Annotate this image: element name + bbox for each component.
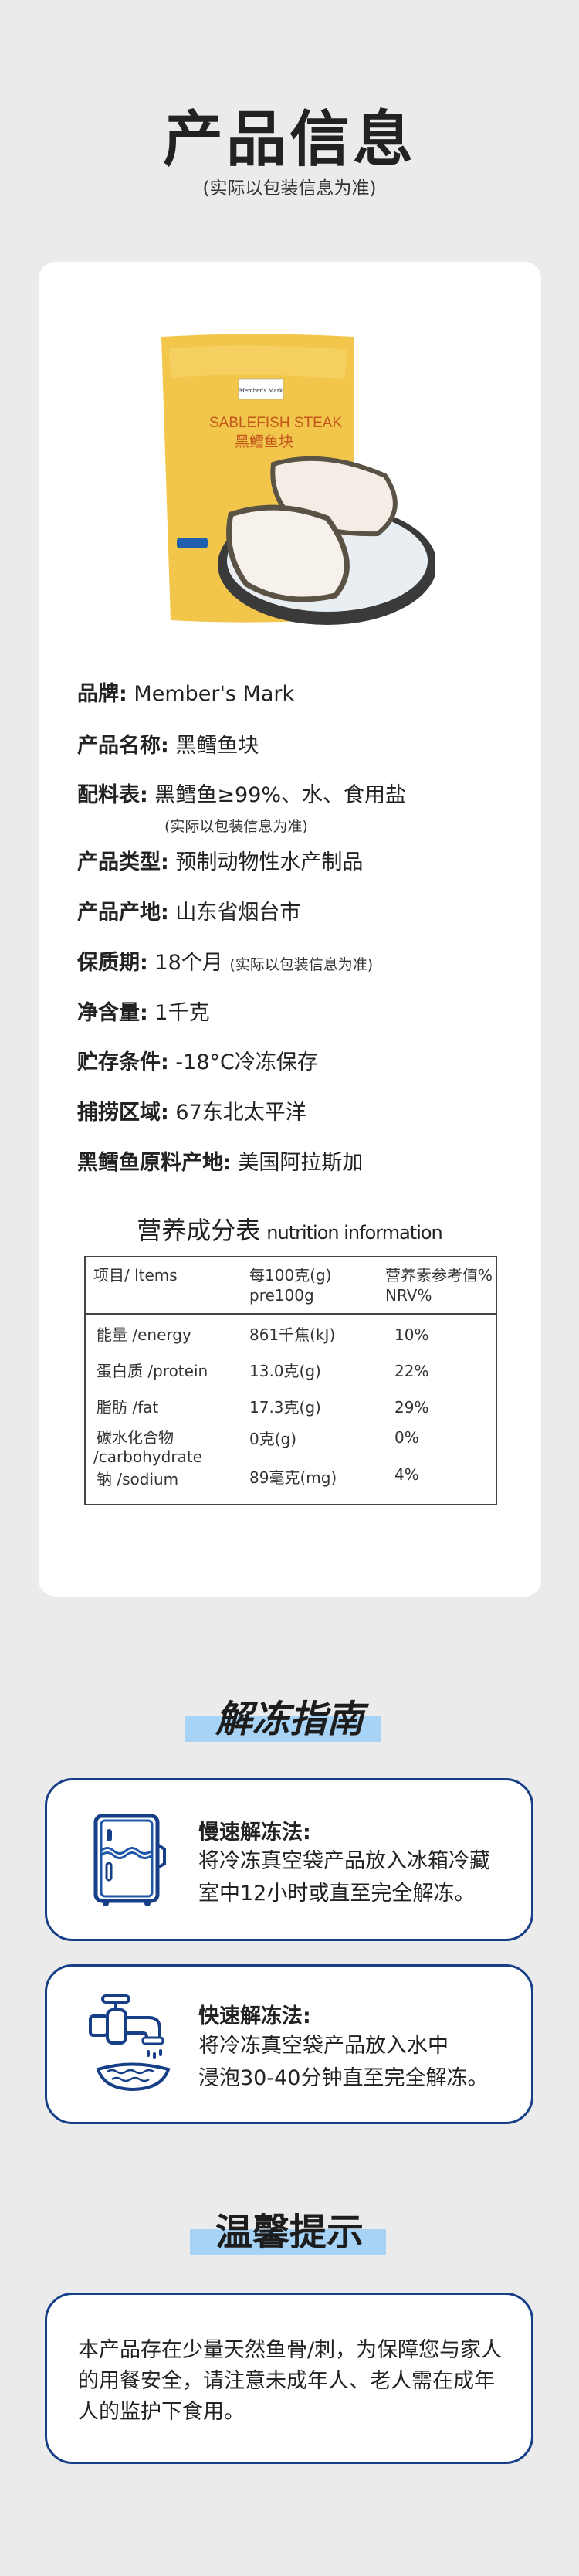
- info-label: 保质期:: [77, 951, 148, 975]
- row-amount: 13.0克(g): [249, 1362, 321, 1380]
- info-value: 1千克: [154, 1001, 210, 1025]
- tips-section-title: 温馨提示: [215, 2211, 364, 2254]
- info-row-origin: 产品产地: 山东省烟台市: [77, 895, 300, 925]
- info-row-shelf-life: 保质期: 18个月 (实际以包装信息为准): [77, 945, 373, 976]
- bag-title-en: SABLEFISH STEAK: [209, 415, 342, 431]
- tips-text: 本产品存在少量天然鱼骨/刺，为保障您与家人的用餐安全，请注意未成年人、老人需在成…: [78, 2338, 503, 2424]
- info-row-brand: 品牌: Member's Mark: [77, 677, 294, 707]
- faucet-bowl-icon: [89, 1994, 171, 2091]
- quick-thaw-line-2: 浸泡30-40分钟直至完全解冻。: [198, 2066, 489, 2090]
- quick-thaw-line-1: 将冷冻真空袋产品放入水中: [198, 2034, 449, 2058]
- row-amount: 89毫克(mg): [249, 1468, 337, 1487]
- page-subtitle: (实际以包装信息为准): [202, 178, 377, 199]
- slow-thaw-title: 慢速解冻法:: [198, 1821, 311, 1845]
- row-item-en: /carbohydrate: [93, 1448, 202, 1466]
- quick-thaw-card: 快速解冻法: 将冷冻真空袋产品放入水中 浸泡30-40分钟直至完全解冻。: [45, 1964, 533, 2124]
- quick-thaw-title: 快速解冻法:: [198, 2004, 311, 2028]
- nutrition-title-cn: 营养成分表: [137, 1216, 261, 1245]
- info-value: 预制动物性水产制品: [175, 850, 364, 874]
- info-label: 配料表:: [77, 783, 148, 807]
- info-value: 18个月: [154, 951, 223, 975]
- tips-card: 本产品存在少量天然鱼骨/刺，为保障您与家人的用餐安全，请注意未成年人、老人需在成…: [45, 2293, 533, 2464]
- nutrition-heading: 营养成分表 nutrition information: [0, 1211, 579, 1247]
- info-row-ingredients: 配料表: 黑鳕鱼≥99%、水、食用盐: [77, 778, 406, 808]
- brand-logo-text: Member's Mark: [239, 388, 283, 394]
- tips-title-highlight: [190, 2229, 386, 2255]
- row-item: 钠 /sodium: [96, 1470, 179, 1488]
- page-title: 产品信息: [162, 105, 416, 175]
- info-label: 贮存条件:: [77, 1050, 169, 1074]
- product-image: Member's Mark SABLEFISH STEAK 黑鳕鱼块: [161, 334, 435, 625]
- info-label: 产品产地:: [77, 901, 169, 925]
- info-value: 67东北太平洋: [175, 1101, 306, 1125]
- row-nrv: 10%: [394, 1325, 429, 1344]
- info-label: 产品类型:: [77, 850, 169, 874]
- slow-thaw-card: 慢速解冻法: 将冷冻真空袋产品放入冰箱冷藏 室中12小时或直至完全解冻。: [45, 1778, 533, 1941]
- info-label: 捕捞区域:: [77, 1101, 169, 1125]
- info-row-fishing-area: 捕捞区域: 67东北太平洋: [77, 1095, 306, 1125]
- info-row-name: 产品名称: 黑鳕鱼块: [77, 728, 259, 759]
- row-nrv: 22%: [394, 1362, 429, 1380]
- thaw-section-title: 解冻指南: [215, 1698, 364, 1741]
- header-items: 项目/ ltems: [93, 1266, 178, 1285]
- info-note-ingredients: (实际以包装信息为准): [164, 818, 308, 835]
- header-nrv-en: NRV%: [385, 1286, 432, 1305]
- row-nrv: 29%: [394, 1398, 429, 1417]
- row-amount: 17.3克(g): [249, 1398, 321, 1417]
- row-item: 脂肪 /fat: [96, 1398, 159, 1417]
- info-value: 黑鳕鱼≥99%、水、食用盐: [154, 783, 407, 807]
- row-item: 蛋白质 /protein: [96, 1362, 208, 1380]
- nutrition-title-en: nutrition information: [266, 1222, 442, 1244]
- info-note: (实际以包装信息为准): [229, 956, 374, 973]
- info-label: 产品名称:: [77, 734, 169, 758]
- info-value: -18°C冷冻保存: [175, 1050, 318, 1074]
- info-label: 净含量:: [77, 1001, 148, 1025]
- row-item: 能量 /energy: [96, 1325, 191, 1344]
- bag-title-cn: 黑鳕鱼块: [235, 433, 293, 450]
- info-row-raw-origin: 黑鳕鱼原料产地: 美国阿拉斯加: [77, 1145, 363, 1176]
- header-nrv: 营养素参考值%: [385, 1266, 493, 1285]
- row-nrv: 0%: [394, 1428, 419, 1447]
- info-row-type: 产品类型: 预制动物性水产制品: [77, 845, 363, 875]
- row-amount: 0克(g): [249, 1430, 297, 1448]
- info-label: 黑鳕鱼原料产地:: [77, 1151, 232, 1175]
- header-divider: [86, 1313, 496, 1315]
- nutrition-table: 项目/ ltems 每100克(g) pre100g 营养素参考值% NRV% …: [84, 1256, 497, 1505]
- header-per100g: 每100克(g): [249, 1266, 332, 1285]
- info-label: 品牌:: [77, 682, 127, 706]
- slow-thaw-line-2: 室中12小时或直至完全解冻。: [198, 1882, 476, 1906]
- slow-thaw-line-1: 将冷冻真空袋产品放入冰箱冷藏: [198, 1849, 490, 1873]
- info-value: 美国阿拉斯加: [238, 1151, 364, 1175]
- fridge-icon: [93, 1814, 166, 1906]
- row-nrv: 4%: [394, 1465, 419, 1484]
- info-value: 山东省烟台市: [175, 901, 301, 925]
- info-value: Member's Mark: [134, 682, 295, 706]
- row-amount: 861千焦(kJ): [249, 1325, 336, 1344]
- header-per100g-en: pre100g: [249, 1286, 314, 1305]
- row-item: 碳水化合物: [96, 1428, 174, 1447]
- info-value: 黑鳕鱼块: [175, 734, 259, 758]
- info-row-storage: 贮存条件: -18°C冷冻保存: [77, 1045, 318, 1075]
- thaw-title-highlight: [185, 1716, 381, 1742]
- info-row-net-weight: 净含量: 1千克: [77, 996, 210, 1026]
